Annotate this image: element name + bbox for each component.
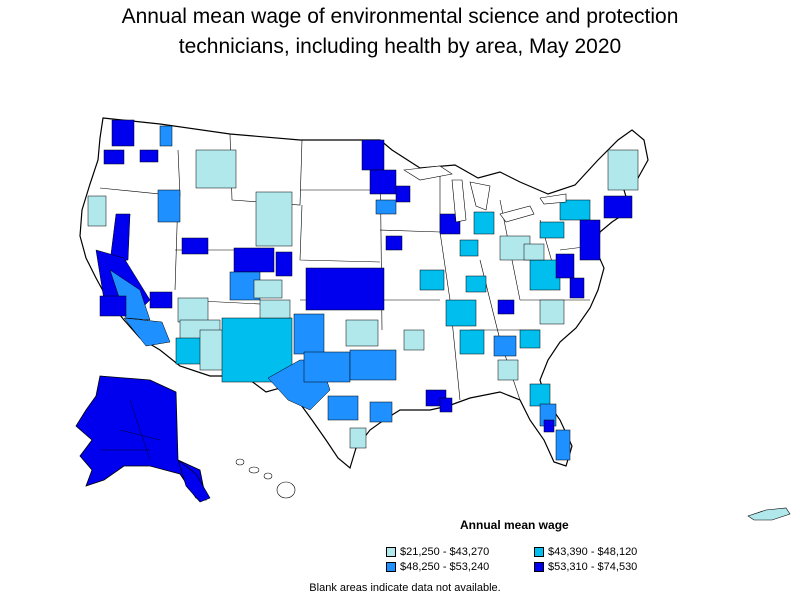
area-minnesota-north	[361, 139, 385, 171]
area-texas-central	[303, 351, 351, 383]
area-nevada-reno	[149, 291, 173, 309]
area-new-mexico-north	[259, 299, 291, 319]
legend-item-4: $53,310 - $74,530	[534, 561, 637, 573]
area-hawaii	[235, 458, 296, 499]
area-colorado-east	[275, 251, 293, 277]
area-oregon-nonmetro	[87, 195, 107, 227]
map-title: Annual mean wage of environmental scienc…	[0, 2, 800, 62]
area-alaska-panhandle	[177, 459, 211, 503]
area-new-england-north	[607, 149, 639, 191]
area-wisconsin	[395, 185, 411, 203]
area-florida-north	[529, 383, 551, 407]
area-virginia-west	[529, 259, 561, 291]
area-south-carolina	[519, 329, 541, 349]
area-nc-west	[497, 299, 515, 315]
area-wv	[523, 243, 545, 261]
map-title-line-1: Annual mean wage of environmental scienc…	[121, 5, 679, 28]
area-new-york	[559, 199, 591, 221]
area-louisiana-south	[439, 397, 453, 413]
area-indiana	[459, 239, 479, 257]
area-florida-south	[555, 429, 571, 461]
legend-label-1: $21,250 - $43,270	[400, 546, 490, 558]
area-seattle	[111, 119, 135, 147]
area-delmarva	[569, 277, 585, 299]
area-wa-south	[103, 149, 125, 165]
blank-areas-note: Blank areas indicate data not available.	[309, 582, 501, 594]
area-california-north	[109, 213, 131, 263]
area-kentucky	[465, 275, 487, 293]
area-california-south	[123, 317, 171, 347]
area-alabama	[459, 329, 485, 355]
area-iowa	[375, 199, 397, 215]
map-title-line-2: technicians, including health by area, M…	[178, 35, 622, 58]
area-arkansas	[403, 329, 425, 351]
wage-areas	[87, 119, 639, 461]
area-arizona-south	[199, 329, 227, 371]
area-kansas	[305, 267, 385, 311]
legend-label-3: $48,250 - $53,240	[400, 561, 490, 573]
legend-title: Annual mean wage	[460, 518, 569, 532]
area-utah-north	[181, 237, 209, 255]
great-lakes	[403, 165, 567, 223]
area-montana-west	[195, 149, 237, 189]
legend-item-1: $21,250 - $43,270	[386, 546, 489, 558]
legend-swatch-4	[534, 562, 544, 572]
area-baltimore-dc	[555, 253, 575, 279]
area-pennsylvania	[539, 221, 565, 239]
area-denver	[233, 247, 275, 273]
area-missouri	[419, 269, 445, 291]
area-houston	[369, 401, 393, 423]
legend-swatch-1	[386, 547, 396, 557]
area-utah-south	[177, 297, 209, 323]
area-iowa-central	[385, 235, 403, 251]
area-northeast-corridor	[579, 219, 601, 261]
area-michigan	[473, 211, 495, 235]
area-north-carolina	[539, 299, 565, 325]
area-wa-central	[139, 149, 159, 163]
area-colorado-southwest	[253, 279, 283, 299]
area-tennessee	[445, 299, 477, 327]
area-massachusetts	[603, 195, 633, 219]
legend-label-2: $43,390 - $48,120	[548, 546, 638, 558]
area-georgia-north	[493, 335, 517, 357]
area-tampa	[543, 419, 555, 433]
area-illinois-north	[439, 213, 461, 235]
area-los-angeles	[99, 295, 127, 317]
area-phoenix	[175, 337, 205, 365]
legend-swatch-3	[386, 562, 396, 572]
area-texas-coast	[349, 427, 367, 449]
legend-label-4: $53,310 - $74,530	[548, 561, 638, 573]
legend-item-2: $43,390 - $48,120	[534, 546, 637, 558]
area-dallas	[349, 349, 397, 381]
area-wyoming	[255, 191, 293, 247]
area-texas-panhandle	[293, 313, 325, 355]
area-puerto-rico	[747, 507, 791, 521]
area-spokane	[159, 125, 173, 147]
legend-swatch-2	[534, 547, 544, 557]
area-texas-south	[327, 395, 359, 421]
area-oklahoma	[345, 319, 379, 347]
area-minneapolis	[369, 169, 397, 195]
area-idaho	[157, 189, 181, 223]
area-georgia-south	[497, 359, 519, 381]
alaska-borough-lines	[100, 399, 161, 461]
legend-item-3: $48,250 - $53,240	[386, 561, 489, 573]
